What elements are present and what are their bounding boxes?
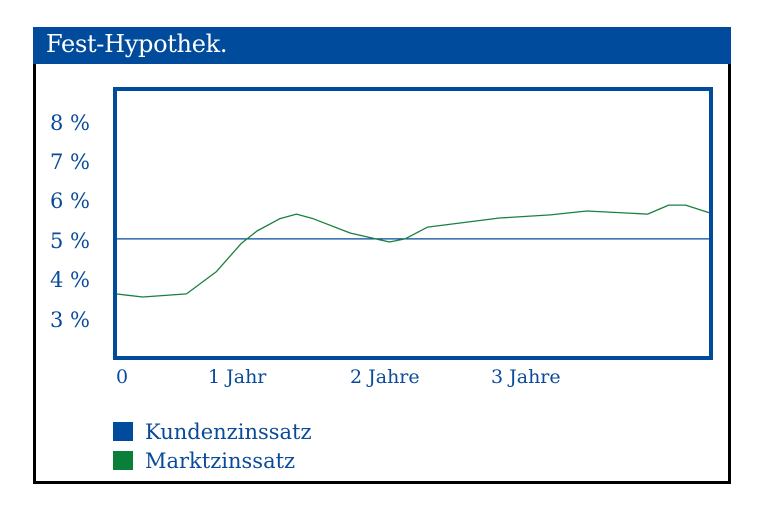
frame-border-right [728,64,731,484]
marktzinssatz-line [115,204,710,298]
y-tick-label: 3 % [50,308,90,332]
legend-swatch-green [113,451,133,470]
plot-area [113,87,713,360]
chart-header: Fest-Hypothek. [33,27,731,64]
legend-swatch-blue [113,422,133,441]
x-tick-label: 1 Jahr [208,366,267,388]
y-tick-label: 5 % [50,229,90,253]
y-tick-label: 7 % [50,150,90,174]
legend: Kundenzinssatz Marktzinssatz [113,417,312,475]
legend-label: Marktzinssatz [145,448,296,473]
plot-border [113,87,713,360]
frame-border-bottom [33,481,731,484]
legend-item-kundenzinssatz: Kundenzinssatz [113,417,312,446]
chart-title: Fest-Hypothek. [46,30,228,58]
legend-label: Kundenzinssatz [145,419,312,444]
frame-border-left [33,64,36,484]
y-tick-label: 4 % [50,268,90,292]
x-tick-label: 3 Jahre [491,366,561,388]
legend-item-marktzinssatz: Marktzinssatz [113,446,312,475]
y-tick-label: 8 % [50,111,90,135]
x-tick-label: 2 Jahre [350,366,420,388]
y-tick-label: 6 % [50,189,90,213]
x-tick-label: 0 [116,366,129,388]
